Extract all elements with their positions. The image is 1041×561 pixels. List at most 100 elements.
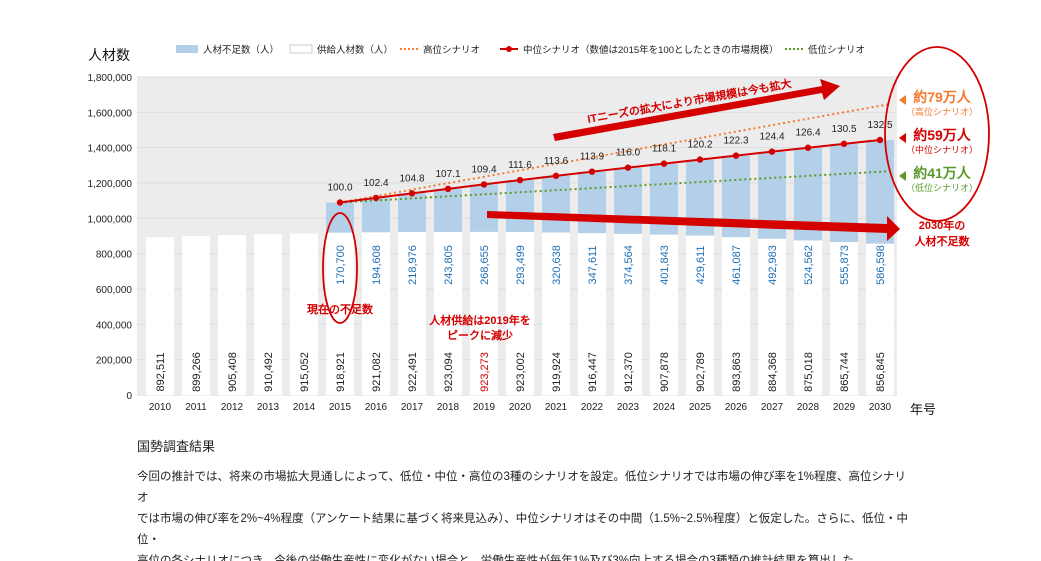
high-scenario-label: （高位シナリオ） <box>906 106 978 117</box>
x-tick-label: 2025 <box>689 402 712 413</box>
legend-supply-swatch <box>289 44 313 54</box>
mid-pointer-icon <box>899 133 906 143</box>
shortage-bar <box>578 171 606 234</box>
current-shortage-annotation: 現在の不足数 <box>307 302 374 316</box>
y-tick-label: 1,400,000 <box>88 144 133 155</box>
shortage-bar <box>470 184 498 232</box>
y-tick-label: 200,000 <box>96 356 133 367</box>
shortage-value-label: 555,873 <box>839 245 851 285</box>
supply-value-label: 918,921 <box>335 352 347 392</box>
supply-value-label: 923,273 <box>479 352 491 392</box>
index-label: 118.1 <box>652 144 677 155</box>
mid-scenario-point <box>840 140 848 148</box>
shortage-bar <box>362 197 390 233</box>
y-tick-label: 400,000 <box>96 320 133 331</box>
mid-scenario-point <box>696 156 704 163</box>
shortage-value-label: 429,611 <box>695 246 707 285</box>
index-label: 124.4 <box>759 132 784 143</box>
shortage-bar <box>542 175 570 233</box>
supply-bar <box>146 237 174 395</box>
shortage-value-label: 170,700 <box>335 245 347 285</box>
supply-bar <box>614 233 642 395</box>
high-scenario-line <box>339 103 891 204</box>
supply-bar <box>758 238 786 395</box>
shortage-2030-annotation: 2030年の <box>919 218 965 232</box>
supply-value-label: 916,447 <box>587 352 599 392</box>
supply-value-label: 910,492 <box>263 352 275 392</box>
y-tick-label: 600,000 <box>96 285 133 296</box>
x-tick-label: 2028 <box>797 402 820 413</box>
x-tick-label: 2029 <box>833 402 856 413</box>
x-tick-label: 2024 <box>653 402 676 413</box>
supply-bar <box>794 240 822 395</box>
high-pointer-icon <box>899 95 906 105</box>
supply-value-label: 915,052 <box>299 352 311 392</box>
index-label: 107.1 <box>435 169 460 180</box>
mid-scenario-point <box>768 148 776 155</box>
mid-scenario-point <box>552 172 560 180</box>
x-tick-label: 2010 <box>149 402 172 413</box>
supply-value-label: 923,094 <box>443 352 455 392</box>
x-tick-label: 2015 <box>329 402 352 413</box>
shortage-chart: 0 200,000 400,000 600,000 800,000 1,000,000 1,… <box>88 44 990 417</box>
x-tick-label: 2018 <box>437 402 460 413</box>
supply-bar <box>866 243 894 395</box>
index-label: 130.5 <box>831 124 856 135</box>
index-label: 109.4 <box>471 164 496 175</box>
supply-value-label: 912,370 <box>623 352 635 392</box>
shortage-value-label: 347,611 <box>587 246 599 285</box>
index-label: 116.0 <box>616 148 641 159</box>
mid-scenario-point <box>444 185 452 193</box>
supply-value-label: 923,002 <box>515 352 527 392</box>
supply-value-label: 884,368 <box>767 352 779 392</box>
notes-title: 国勢調査結果 <box>137 439 216 454</box>
legend-low-label: 低位シナリオ <box>808 44 865 56</box>
legend-shortage-swatch <box>176 45 198 53</box>
mid-scenario-point <box>660 160 668 167</box>
supply-bar <box>182 236 210 395</box>
shortage-value-label: 293,499 <box>515 245 527 285</box>
y-tick-label: 1,800,000 <box>88 73 133 84</box>
scenario-result-ellipse <box>884 46 990 222</box>
notes-section: 国勢調査結果 今回の推計では、将来の市場拡大見通しによって、低位・中位・高位の3… <box>137 436 917 561</box>
supply-bar <box>506 231 534 395</box>
legend-mid-label: 中位シナリオ（数値は2015年を100としたときの市場規模） <box>523 44 779 56</box>
shortage-value-label: 374,564 <box>623 245 635 285</box>
supply-bar <box>578 233 606 395</box>
shortage-value-label: 320,638 <box>551 245 563 285</box>
index-label: 122.3 <box>723 136 748 147</box>
supply-value-label: 905,408 <box>227 352 239 392</box>
supply-value-label: 893,863 <box>731 352 743 392</box>
supply-bar <box>290 233 318 395</box>
x-tick-label: 2030 <box>869 402 892 413</box>
mid-scenario-point <box>588 168 596 175</box>
shortage-bar <box>398 193 426 233</box>
index-label: 111.6 <box>508 160 532 171</box>
x-tick-label: 2014 <box>293 402 316 413</box>
supply-bar <box>470 231 498 395</box>
mid-scenario-point <box>480 181 488 188</box>
x-tick-label: 2023 <box>617 402 640 413</box>
mid-scenario-point <box>408 190 416 197</box>
index-label: 132.5 <box>867 120 892 131</box>
supply-bar <box>254 234 282 395</box>
shortage-value-label: 492,983 <box>767 245 779 285</box>
y-tick-label: 1,600,000 <box>88 108 133 119</box>
x-axis-title: 年号 <box>910 402 936 417</box>
supply-peak-annotation: ピークに減少 <box>447 328 513 342</box>
index-label: 104.8 <box>399 173 424 184</box>
legend-shortage-label: 人材不足数（人） <box>203 44 279 56</box>
shortage-value-label: 194,608 <box>371 245 383 285</box>
shortage-value-label: 268,655 <box>479 245 491 285</box>
low-scenario-line <box>339 170 891 204</box>
supply-bar <box>650 234 678 395</box>
x-tick-label: 2011 <box>185 402 207 413</box>
supply-value-label: 902,789 <box>695 352 707 392</box>
notes-line: 今回の推計では、将来の市場拡大見通しによって、低位・中位・高位の3種のシナリオを… <box>137 471 907 504</box>
shortage-bar <box>326 202 354 233</box>
shortage-bar <box>506 180 534 232</box>
index-label: 126.4 <box>795 128 820 139</box>
supply-value-label: 875,018 <box>803 352 815 392</box>
shortage-2030-annotation: 人材不足数 <box>915 234 971 248</box>
y-tick-label: 0 <box>126 391 132 402</box>
